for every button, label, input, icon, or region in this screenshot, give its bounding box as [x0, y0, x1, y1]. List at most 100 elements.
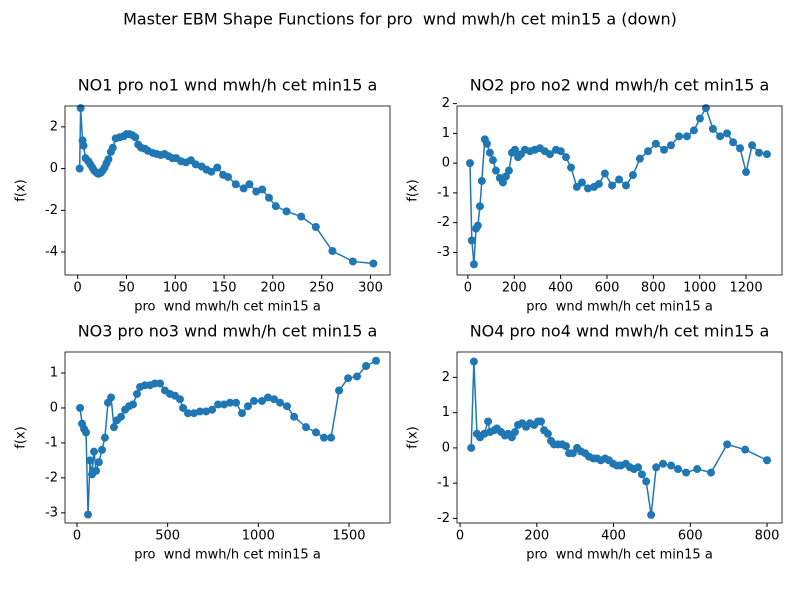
subplot-title: NO3 pro no3 wnd mwh/h cet min15 a — [78, 322, 378, 341]
marker — [647, 510, 656, 519]
y-tick-label: 0 — [50, 161, 58, 176]
marker — [297, 212, 306, 221]
y-tick-label: -2 — [437, 511, 450, 526]
y-axis-label: f(x) — [14, 179, 29, 201]
marker — [207, 167, 216, 176]
marker — [651, 139, 660, 148]
marker — [477, 176, 486, 185]
marker — [667, 461, 676, 470]
marker — [270, 395, 279, 404]
marker — [762, 150, 771, 159]
y-tick-label: -3 — [45, 505, 58, 520]
marker — [348, 257, 357, 266]
y-axis-label: f(x) — [406, 426, 421, 448]
axes-frame — [456, 351, 783, 524]
y-tick-label: -2 — [45, 203, 58, 218]
marker — [129, 400, 138, 409]
x-tick-label: 400 — [601, 529, 626, 544]
marker — [282, 402, 291, 411]
x-tick-label: 0 — [73, 529, 81, 544]
x-tick-label: 250 — [309, 281, 334, 296]
x-axis-label: pro wnd mwh/h cet min15 a — [134, 300, 321, 315]
marker — [369, 259, 378, 268]
marker — [97, 445, 106, 454]
marker — [183, 409, 192, 418]
marker — [231, 180, 240, 189]
y-axis-label: f(x) — [14, 426, 29, 448]
marker — [107, 393, 116, 402]
marker — [223, 172, 232, 181]
marker — [290, 412, 299, 421]
y-tick-label: -2 — [437, 215, 450, 230]
x-tick-label: 200 — [260, 281, 285, 296]
marker — [482, 139, 491, 148]
marker — [755, 148, 764, 157]
marker — [213, 163, 222, 172]
x-axis-label: pro wnd mwh/h cet min15 a — [526, 548, 713, 563]
x-tick-label: 1500 — [332, 529, 365, 544]
marker — [561, 442, 570, 451]
marker — [659, 459, 668, 468]
x-tick-label: 800 — [755, 529, 780, 544]
marker — [257, 396, 266, 405]
marker — [652, 463, 661, 472]
y-tick-label: -2 — [45, 470, 58, 485]
marker — [263, 393, 272, 402]
y-tick-label: -1 — [437, 185, 450, 200]
marker — [504, 166, 513, 175]
axes-frame — [64, 351, 391, 524]
marker — [467, 443, 476, 452]
marker — [674, 465, 683, 474]
marker — [635, 154, 644, 163]
marker — [117, 412, 126, 421]
marker — [621, 181, 630, 190]
marker — [469, 357, 478, 366]
x-tick-label: 600 — [678, 529, 703, 544]
marker — [660, 145, 669, 154]
marker — [319, 433, 328, 442]
marker — [675, 132, 684, 141]
marker — [682, 132, 691, 141]
marker — [556, 147, 565, 156]
marker — [226, 398, 235, 407]
y-tick-label: 0 — [50, 400, 58, 415]
x-tick-label: 200 — [502, 281, 527, 296]
marker — [682, 468, 691, 477]
marker — [175, 395, 184, 404]
marker — [475, 202, 484, 211]
marker — [82, 428, 91, 437]
marker — [491, 166, 500, 175]
marker — [90, 447, 99, 456]
marker — [264, 193, 273, 202]
marker — [628, 171, 637, 180]
marker — [707, 468, 716, 477]
x-tick-label: 800 — [641, 281, 666, 296]
marker — [258, 185, 267, 194]
marker — [312, 428, 321, 437]
marker — [239, 184, 248, 193]
y-tick-label: 1 — [442, 126, 450, 141]
y-tick-label: 0 — [442, 440, 450, 455]
marker — [723, 440, 732, 449]
marker — [695, 114, 704, 123]
marker — [362, 361, 371, 370]
marker — [372, 356, 381, 365]
y-axis-label: f(x) — [406, 179, 421, 201]
line — [469, 106, 768, 265]
marker — [327, 433, 336, 442]
marker — [92, 466, 101, 475]
x-tick-label: 150 — [212, 281, 237, 296]
marker — [473, 221, 482, 230]
marker — [302, 423, 311, 432]
x-tick-label: 50 — [118, 281, 135, 296]
marker — [109, 423, 118, 432]
marker — [311, 223, 320, 232]
y-tick-label: 0 — [442, 156, 450, 171]
y-tick-label: 2 — [442, 96, 450, 111]
marker — [594, 179, 603, 188]
marker — [510, 428, 519, 437]
marker — [567, 163, 576, 172]
axes-frame — [456, 105, 783, 276]
marker — [352, 372, 361, 381]
marker — [214, 400, 223, 409]
